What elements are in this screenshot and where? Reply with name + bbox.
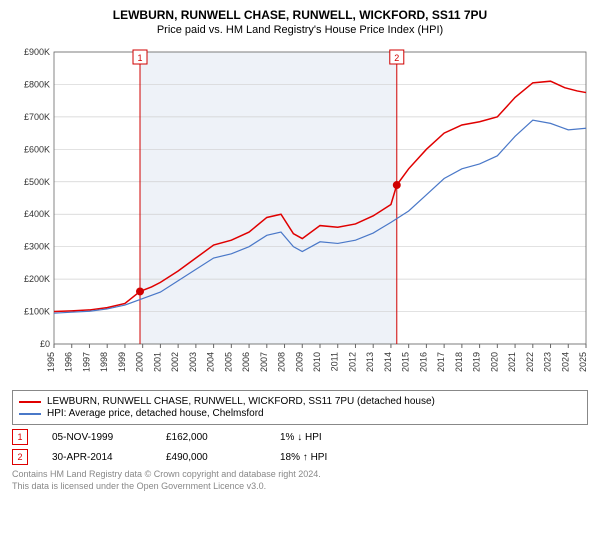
svg-text:£400K: £400K — [24, 209, 50, 219]
price-cell: £162,000 — [166, 432, 256, 443]
svg-text:£200K: £200K — [24, 274, 50, 284]
svg-text:2015: 2015 — [401, 352, 411, 372]
svg-text:2012: 2012 — [347, 352, 357, 372]
chart-subtitle: Price paid vs. HM Land Registry's House … — [8, 24, 592, 36]
svg-text:2024: 2024 — [560, 352, 570, 372]
svg-text:2016: 2016 — [418, 352, 428, 372]
svg-text:2025: 2025 — [578, 352, 588, 372]
svg-text:£0: £0 — [40, 339, 50, 349]
svg-text:2003: 2003 — [188, 352, 198, 372]
legend: LEWBURN, RUNWELL CHASE, RUNWELL, WICKFOR… — [12, 390, 588, 425]
svg-text:£700K: £700K — [24, 112, 50, 122]
svg-text:2018: 2018 — [454, 352, 464, 372]
svg-text:2017: 2017 — [436, 352, 446, 372]
table-row: 2 30-APR-2014 £490,000 18% ↑ HPI — [12, 449, 588, 465]
footer-line: Contains HM Land Registry data © Crown c… — [12, 469, 588, 481]
footer-line: This data is licensed under the Open Gov… — [12, 481, 588, 493]
svg-text:2: 2 — [394, 53, 399, 63]
footer-attribution: Contains HM Land Registry data © Crown c… — [12, 469, 588, 492]
svg-text:2013: 2013 — [365, 352, 375, 372]
svg-text:2009: 2009 — [294, 352, 304, 372]
legend-label: LEWBURN, RUNWELL CHASE, RUNWELL, WICKFOR… — [47, 396, 435, 407]
transaction-table: 1 05-NOV-1999 £162,000 1% ↓ HPI 2 30-APR… — [12, 429, 588, 465]
svg-text:£300K: £300K — [24, 242, 50, 252]
legend-swatch — [19, 401, 41, 403]
svg-text:£900K: £900K — [24, 47, 50, 57]
svg-text:2021: 2021 — [507, 352, 517, 372]
svg-text:£800K: £800K — [24, 79, 50, 89]
svg-text:£500K: £500K — [24, 177, 50, 187]
svg-text:2019: 2019 — [472, 352, 482, 372]
legend-item: LEWBURN, RUNWELL CHASE, RUNWELL, WICKFOR… — [19, 396, 581, 407]
svg-text:1: 1 — [137, 53, 142, 63]
chart-container: LEWBURN, RUNWELL CHASE, RUNWELL, WICKFOR… — [8, 8, 592, 492]
legend-label: HPI: Average price, detached house, Chel… — [47, 408, 264, 419]
legend-item: HPI: Average price, detached house, Chel… — [19, 408, 581, 419]
svg-text:2010: 2010 — [312, 352, 322, 372]
date-cell: 30-APR-2014 — [52, 452, 142, 463]
date-cell: 05-NOV-1999 — [52, 432, 142, 443]
svg-text:2006: 2006 — [241, 352, 251, 372]
svg-text:1997: 1997 — [81, 352, 91, 372]
svg-text:2002: 2002 — [170, 352, 180, 372]
price-cell: £490,000 — [166, 452, 256, 463]
svg-text:2007: 2007 — [259, 352, 269, 372]
svg-text:2014: 2014 — [383, 352, 393, 372]
svg-text:2005: 2005 — [223, 352, 233, 372]
legend-swatch — [19, 413, 41, 415]
svg-text:£600K: £600K — [24, 144, 50, 154]
svg-text:1995: 1995 — [46, 352, 56, 372]
pct-cell: 18% ↑ HPI — [280, 452, 370, 463]
marker-badge: 2 — [12, 449, 28, 465]
svg-text:2011: 2011 — [330, 352, 340, 371]
svg-text:2000: 2000 — [135, 352, 145, 372]
svg-text:1998: 1998 — [99, 352, 109, 372]
svg-text:2008: 2008 — [277, 352, 287, 372]
pct-cell: 1% ↓ HPI — [280, 432, 370, 443]
svg-text:£100K: £100K — [24, 307, 50, 317]
svg-text:1999: 1999 — [117, 352, 127, 372]
price-chart: £0 £100K £200K £300K £400K £500K £600K £700K £80… — [8, 44, 592, 384]
svg-text:2022: 2022 — [525, 352, 535, 372]
table-row: 1 05-NOV-1999 £162,000 1% ↓ HPI — [12, 429, 588, 445]
chart-title: LEWBURN, RUNWELL CHASE, RUNWELL, WICKFOR… — [8, 8, 592, 22]
marker-badge: 1 — [12, 429, 28, 445]
svg-text:2004: 2004 — [206, 352, 216, 372]
svg-text:2001: 2001 — [152, 352, 162, 372]
svg-text:1996: 1996 — [64, 352, 74, 372]
svg-text:2023: 2023 — [543, 352, 553, 372]
svg-text:2020: 2020 — [489, 352, 499, 372]
